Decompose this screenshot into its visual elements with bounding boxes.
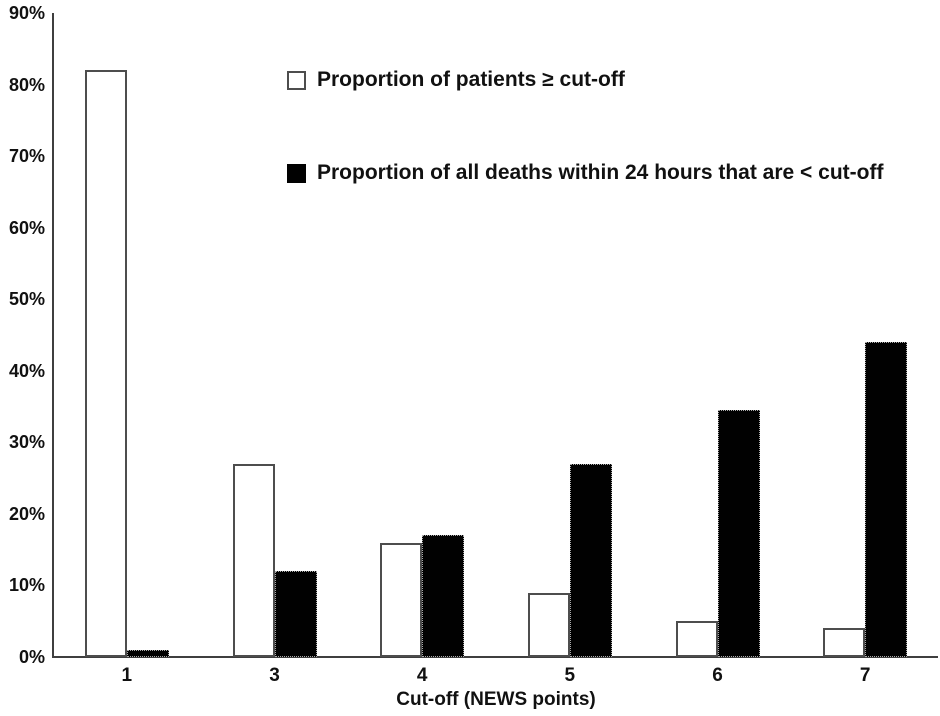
bar-patients-ge-cutoff-cutoff-4 bbox=[380, 542, 423, 657]
bar-deaths-lt-cutoff-cutoff-3 bbox=[274, 571, 317, 657]
y-tick-label-20pct: 20% bbox=[8, 503, 45, 524]
x-axis-line bbox=[52, 656, 938, 658]
legend-label-deaths: Proportion of all deaths within 24 hours… bbox=[317, 161, 884, 184]
bar-patients-ge-cutoff-cutoff-3 bbox=[232, 463, 275, 657]
x-tick-label-1: 1 bbox=[121, 665, 133, 686]
y-tick-label-10pct: 10% bbox=[8, 575, 45, 596]
x-tick-label-7: 7 bbox=[859, 665, 871, 686]
y-tick-label-40pct: 40% bbox=[8, 360, 45, 381]
bar-deaths-lt-cutoff-cutoff-6 bbox=[717, 410, 760, 657]
y-axis-line bbox=[52, 13, 54, 658]
bar-patients-ge-cutoff-cutoff-1 bbox=[84, 70, 127, 657]
legend-label-patients: Proportion of patients ≥ cut-off bbox=[317, 68, 625, 91]
bar-patients-ge-cutoff-cutoff-5 bbox=[527, 592, 570, 657]
y-tick-label-70pct: 70% bbox=[8, 146, 45, 167]
bar-patients-ge-cutoff-cutoff-7 bbox=[823, 628, 866, 657]
bar-deaths-lt-cutoff-cutoff-4 bbox=[422, 535, 465, 657]
x-tick-label-6: 6 bbox=[712, 665, 723, 686]
y-tick-label-80pct: 80% bbox=[8, 74, 45, 95]
y-tick-label-30pct: 30% bbox=[8, 432, 45, 453]
y-tick-label-60pct: 60% bbox=[8, 217, 45, 238]
x-tick-label-4: 4 bbox=[416, 665, 428, 686]
bar-deaths-lt-cutoff-cutoff-1 bbox=[126, 649, 169, 657]
bar-patients-ge-cutoff-cutoff-6 bbox=[675, 621, 718, 657]
y-tick-label-0pct: 0% bbox=[18, 647, 45, 667]
y-tick-label-50pct: 50% bbox=[8, 289, 45, 310]
x-tick-label-5: 5 bbox=[564, 665, 576, 686]
bar-deaths-lt-cutoff-cutoff-5 bbox=[569, 463, 612, 657]
legend-item-patients: Proportion of patients ≥ cut-off bbox=[287, 68, 625, 92]
x-tick-label-3: 3 bbox=[269, 665, 280, 686]
x-axis-title: Cut-off (NEWS points) bbox=[396, 689, 596, 710]
open-square-legend-icon bbox=[287, 70, 306, 90]
y-tick-label-90pct: 90% bbox=[8, 3, 45, 23]
legend-item-deaths: Proportion of all deaths within 24 hours… bbox=[287, 161, 883, 185]
filled-square-legend-icon bbox=[287, 163, 306, 183]
bar-deaths-lt-cutoff-cutoff-7 bbox=[865, 342, 908, 657]
